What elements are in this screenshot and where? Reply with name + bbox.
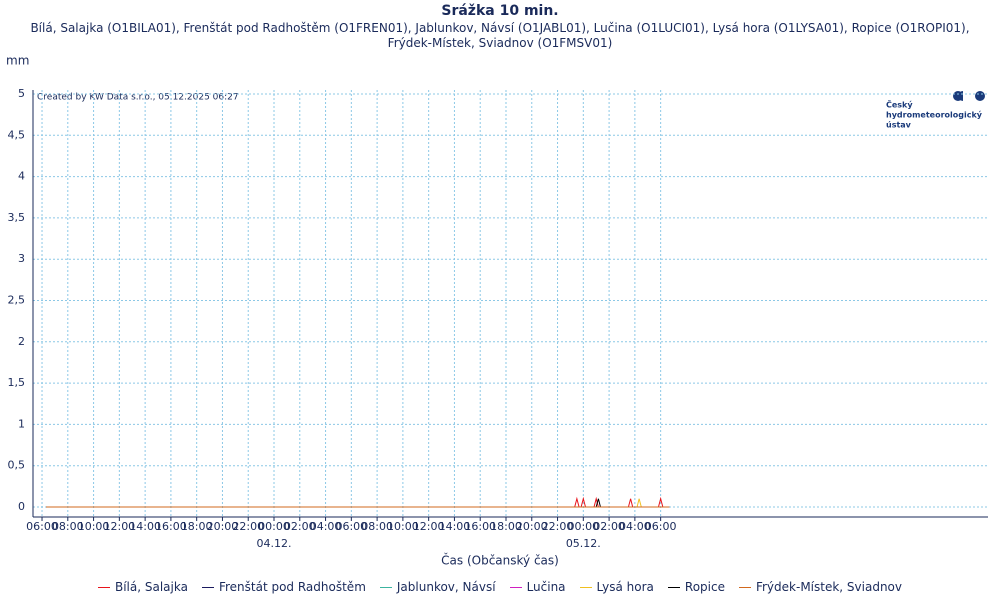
- x-tick-label: 12:00: [103, 520, 135, 533]
- x-tick-label: 10:00: [78, 520, 110, 533]
- x-tick-label: 00:00: [567, 520, 599, 533]
- y-tick-label: 2,5: [8, 294, 26, 307]
- x-tick-label: 08:00: [52, 520, 84, 533]
- legend-swatch: [509, 586, 522, 588]
- subtitle: Bílá, Salajka (O1BILA01), Frenštát pod R…: [30, 21, 970, 50]
- x-tick-label: 12:00: [413, 520, 445, 533]
- x-tick-label: 16:00: [464, 520, 496, 533]
- y-tick-label: 5: [18, 87, 25, 100]
- x-tick-label: 06:00: [26, 520, 58, 533]
- legend-item[interactable]: Frýdek-Místek, Sviadnov: [738, 580, 902, 594]
- logo-text: hydrometeorologický: [886, 111, 983, 120]
- x-tick-label: 14:00: [439, 520, 471, 533]
- logo-text: ústav: [886, 121, 912, 130]
- legend-label: Ropice: [684, 580, 725, 594]
- legend-label: Frenštát pod Radhoštěm: [218, 580, 366, 594]
- x-tick-label: 04:00: [619, 520, 651, 533]
- y-tick-label: 0: [18, 500, 25, 513]
- legend-item[interactable]: Lysá hora: [579, 580, 654, 594]
- date-label: 05.12.: [566, 537, 601, 550]
- logo-dot: [975, 91, 985, 101]
- x-tick-label: 04:00: [310, 520, 342, 533]
- x-tick-label: 08:00: [361, 520, 393, 533]
- y-tick-label: 4: [18, 170, 25, 183]
- y-tick-label: 1: [18, 417, 25, 430]
- y-tick-label: 3,5: [8, 211, 26, 224]
- legend-label: Bílá, Salajka: [114, 580, 188, 594]
- x-axis-label: Čas (Občanský čas): [441, 553, 559, 568]
- legend-swatch: [97, 586, 110, 588]
- legend-item[interactable]: Lučina: [509, 580, 566, 594]
- legend-swatch: [667, 586, 680, 588]
- x-tick-label: 00:00: [258, 520, 290, 533]
- legend-swatch: [379, 586, 392, 588]
- legend: Bílá, Salajka Frenštát pod Radhoštěm Jablu…: [0, 580, 1000, 594]
- x-tick-label: 22:00: [232, 520, 264, 533]
- x-tick-label: 10:00: [387, 520, 419, 533]
- y-axis-label: mm: [6, 54, 29, 68]
- x-tick-label: 14:00: [129, 520, 161, 533]
- legend-swatch: [579, 586, 592, 588]
- credit: Created by KW Data s.r.o., 05.12.2025 06…: [37, 93, 239, 103]
- x-tick-label: 06:00: [335, 520, 367, 533]
- y-tick-label: 3: [18, 252, 25, 265]
- series-line: [46, 496, 670, 508]
- chart-title: Srážka 10 min.: [441, 3, 558, 19]
- y-tick-label: 1,5: [8, 376, 26, 389]
- legend-label: Frýdek-Místek, Sviadnov: [755, 580, 902, 594]
- y-tick-label: 0,5: [8, 459, 26, 472]
- logo-text: Český: [886, 99, 913, 110]
- legend-item[interactable]: Bílá, Salajka: [97, 580, 188, 594]
- legend-item[interactable]: Ropice: [667, 580, 725, 594]
- x-tick-label: 20:00: [207, 520, 239, 533]
- y-tick-label: 2: [18, 335, 25, 348]
- date-label: 04.12.: [257, 537, 292, 550]
- x-tick-label: 18:00: [490, 520, 522, 533]
- y-tick-label: 4,5: [8, 128, 26, 141]
- legend-swatch: [201, 586, 214, 588]
- x-tick-label: 16:00: [155, 520, 187, 533]
- legend-label: Jablunkov, Návsí: [396, 580, 496, 594]
- logo: Český hydrometeorologický ústav: [886, 91, 985, 130]
- x-tick-label: 02:00: [284, 520, 316, 533]
- x-tick-label: 02:00: [593, 520, 625, 533]
- legend-swatch: [738, 586, 751, 588]
- x-tick-label: 22:00: [542, 520, 574, 533]
- legend-item[interactable]: Jablunkov, Návsí: [379, 580, 496, 594]
- legend-label: Lučina: [526, 580, 566, 594]
- legend-item[interactable]: Frenštát pod Radhoštěm: [201, 580, 366, 594]
- x-tick-label: 18:00: [181, 520, 213, 533]
- x-tick-label: 20:00: [516, 520, 548, 533]
- legend-label: Lysá hora: [596, 580, 654, 594]
- x-tick-label: 06:00: [645, 520, 677, 533]
